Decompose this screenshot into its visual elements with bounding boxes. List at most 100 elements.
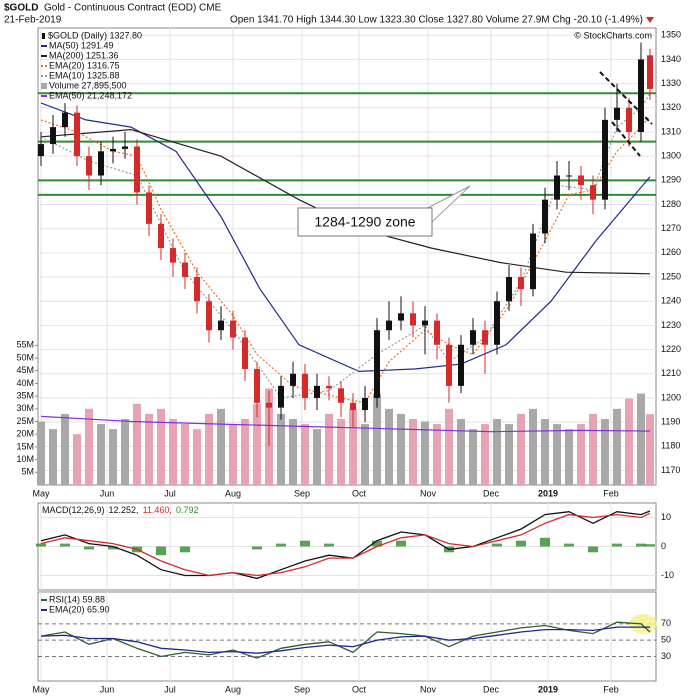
y-tick-label: 1190: [661, 417, 680, 427]
histogram-bar: [108, 546, 118, 550]
annotation: 1284-1290 zone: [314, 214, 415, 230]
volume-bar: [253, 403, 261, 485]
legend-entry: EMA(20) 65.90: [49, 604, 110, 614]
candle-body: [410, 313, 416, 326]
candle-body: [50, 127, 56, 145]
volume-bar: [169, 418, 177, 485]
y-tick-label: 1180: [661, 441, 680, 451]
volume-bar: [49, 429, 57, 485]
x-tick-label: Oct: [352, 684, 367, 694]
volume-bar: [517, 413, 525, 485]
volume-bar: [73, 434, 81, 485]
legend-entry: RSI(14) 59.88: [49, 594, 105, 604]
volume-bar: [133, 403, 141, 485]
candle-body: [278, 385, 284, 408]
candle-body: [218, 320, 224, 331]
candle-body: [626, 107, 632, 132]
candle-body: [266, 402, 272, 408]
y-tick-label: 1340: [661, 54, 681, 64]
volume-bar: [445, 408, 453, 485]
histogram-bar: [156, 546, 166, 556]
volume-tick-label: 50M: [16, 352, 34, 362]
volume-bar: [337, 418, 345, 485]
callout-box: [297, 207, 433, 237]
histogram-bar: [645, 544, 655, 547]
volume-bar: [613, 408, 621, 485]
candle-body: [506, 277, 512, 302]
volume-bar: [97, 424, 105, 485]
y-tick-label: 1200: [661, 392, 681, 402]
volume-bar: [229, 424, 237, 485]
indicator-line: [40, 621, 651, 659]
volume-bar: [565, 429, 573, 485]
x-tick-label: Feb: [603, 488, 619, 498]
indicator-line: [40, 512, 651, 577]
volume-bar: [301, 424, 309, 485]
volume-bar: [469, 429, 477, 485]
y-tick-label: 50: [661, 635, 671, 645]
volume-bar: [181, 424, 189, 485]
histogram-bar: [252, 546, 262, 550]
date: 21-Feb-2019: [4, 15, 62, 26]
candle-body: [134, 146, 140, 193]
candle-body: [38, 144, 44, 157]
volume-bar: [289, 418, 297, 485]
histogram-bar: [636, 543, 646, 547]
candle-body: [362, 397, 368, 411]
panel: May Jun Jul Aug Sep Oct Nov Dec 2019 Feb 30 50 70 RSI…: [32, 591, 671, 694]
histogram-bar: [516, 540, 526, 547]
candle-body: [230, 320, 236, 338]
legend-entry: 11.460,: [143, 505, 172, 515]
candle-body: [290, 373, 296, 386]
candle-body: [518, 277, 524, 290]
x-tick-label: May: [32, 684, 50, 694]
volume-bar: [121, 418, 129, 485]
volume-tick-label: 15M: [16, 441, 34, 451]
legend: MACD(12,26,9) 12.252, 11.460, 0.792: [42, 505, 198, 515]
histogram-bar: [60, 543, 70, 547]
volume-bar: [625, 398, 633, 485]
x-tick-label: Nov: [420, 488, 437, 498]
volume-bar: [85, 408, 93, 485]
histogram-bar: [324, 543, 334, 547]
histogram-bar: [300, 540, 310, 547]
x-tick-label: Oct: [352, 488, 367, 498]
y-tick-label: 1250: [661, 271, 681, 281]
candle-body: [386, 320, 392, 331]
volume-bar: [505, 424, 513, 485]
volume-bar: [601, 418, 609, 485]
legend-entry: 12.252,: [109, 505, 139, 515]
y-tick-label: 1320: [661, 102, 681, 112]
candle-body: [434, 320, 440, 345]
legend-entry: EMA(20) 1316.75: [49, 60, 120, 70]
histogram-bar: [372, 540, 382, 547]
candle-body: [302, 373, 308, 398]
volume-bar: [457, 418, 465, 485]
volume-bar: [577, 424, 585, 485]
candle-body: [374, 330, 380, 398]
candle-body: [170, 248, 176, 263]
histogram-bar: [276, 543, 286, 547]
candle-body: [638, 59, 644, 132]
y-tick-label: 1210: [661, 368, 681, 378]
histogram-bar: [36, 543, 46, 547]
candle-body: [98, 151, 104, 176]
candle-body: [326, 385, 332, 389]
x-tick-label: 2019: [538, 488, 558, 498]
histogram-bar: [492, 543, 502, 547]
volume-bar: [349, 408, 357, 485]
volume-tick-label: 10M: [16, 454, 34, 464]
x-tick-label: Feb: [603, 684, 619, 694]
volume-bar: [277, 413, 285, 485]
volume-tick-label: 20M: [16, 429, 34, 439]
y-tick-label: 0: [661, 541, 666, 551]
volume-bar: [409, 418, 417, 485]
volume-bar: [313, 429, 321, 485]
x-tick-label: 2019: [538, 684, 558, 694]
candle-body: [446, 344, 452, 386]
volume-bar: [325, 413, 333, 485]
x-tick-label: Aug: [225, 684, 241, 694]
channel-line: [611, 121, 641, 157]
legend-entry: 0.792: [176, 505, 199, 515]
legend-swatch: [42, 33, 45, 39]
